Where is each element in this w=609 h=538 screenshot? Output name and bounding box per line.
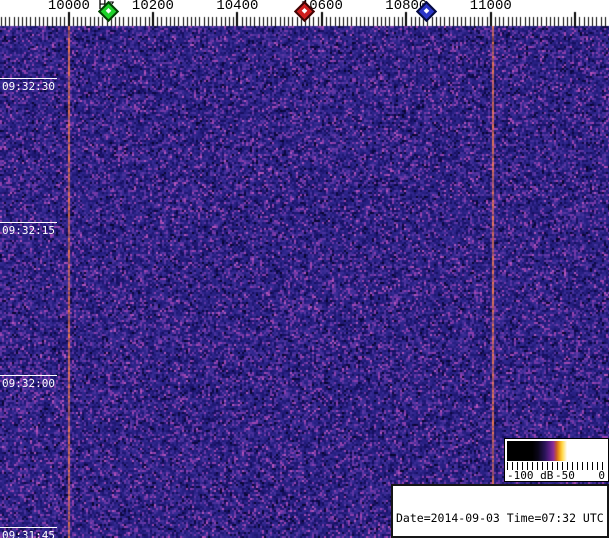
freq-tick-label-11000: 11000: [469, 0, 512, 14]
time-tick-label: 09:32:30: [2, 80, 55, 93]
db-min-label: -100 dB: [507, 469, 554, 482]
time-tick-line: [0, 375, 57, 376]
time-tick-label: 09:32:00: [2, 377, 55, 390]
color-scale-labels: -100 dB -50 0: [507, 470, 606, 481]
freq-tick-label-10200: 10200: [131, 0, 174, 14]
time-tick-label: 09:32:15: [2, 224, 55, 237]
info-date-time: Date=2014-09-03 Time=07:32 UTC: [396, 511, 604, 525]
time-tick-line: [0, 78, 57, 79]
freq-tick-label-10400: 10400: [216, 0, 259, 14]
db-mid-label: -50: [555, 469, 575, 482]
db-max-label: 0: [598, 469, 605, 482]
observation-info-box: Date=2014-09-03 Time=07:32 UTC Freq=143 …: [391, 484, 609, 538]
time-tick-label: 09:31:45: [2, 529, 55, 538]
db-color-scale: -100 dB -50 0: [504, 438, 609, 482]
time-tick-line: [0, 527, 57, 528]
color-gradient-bar: [507, 441, 604, 461]
time-tick-line: [0, 222, 57, 223]
color-scale-ticks: [507, 462, 604, 470]
